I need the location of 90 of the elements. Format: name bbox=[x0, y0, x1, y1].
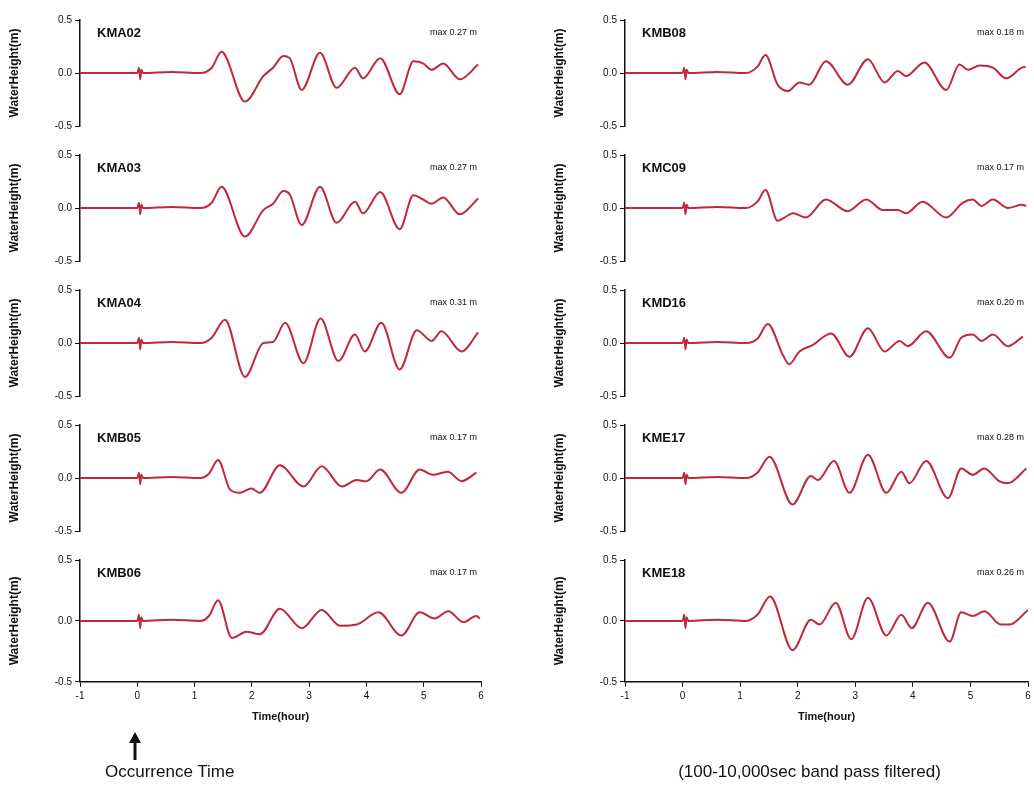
x-tick-label: 4 bbox=[910, 689, 917, 701]
chart-title: KMA02 bbox=[97, 24, 142, 40]
chart-title: KMD16 bbox=[642, 294, 687, 310]
line-series bbox=[80, 50, 480, 103]
text: Occurrence Time bbox=[105, 762, 235, 782]
chart-title: KME18 bbox=[642, 564, 686, 580]
line-series bbox=[625, 188, 1028, 222]
x-tick-label: 1 bbox=[737, 689, 744, 701]
line-series bbox=[80, 458, 478, 494]
y-tick-label: -0.5 bbox=[599, 254, 618, 266]
y-tick-label: -0.5 bbox=[599, 389, 618, 401]
y-tick-label: -0.5 bbox=[599, 675, 618, 687]
line-series bbox=[625, 53, 1027, 93]
y-axis-title: WaterHeight(m) bbox=[6, 433, 21, 523]
annotation: max 0.31 m bbox=[429, 297, 477, 308]
annotation: max 0.26 m bbox=[976, 567, 1024, 578]
y-tick-label: 0.5 bbox=[58, 283, 73, 295]
annotation: max 0.20 m bbox=[976, 297, 1024, 308]
x-axis-title: Time(hour) bbox=[797, 710, 856, 723]
x-tick-label: 5 bbox=[420, 689, 427, 701]
x-tick-label: 6 bbox=[1025, 689, 1032, 701]
chart-title: KME17 bbox=[642, 429, 686, 445]
line-series bbox=[80, 599, 481, 639]
y-tick-label: 0.5 bbox=[58, 148, 73, 160]
y-axis-title: WaterHeight(m) bbox=[551, 163, 566, 253]
chart-title: KMB08 bbox=[642, 24, 687, 40]
y-tick-label: 0.5 bbox=[603, 13, 618, 25]
y-axis-title: WaterHeight(m) bbox=[6, 298, 21, 388]
x-tick-label: 5 bbox=[967, 689, 974, 701]
y-tick-label: 0.5 bbox=[58, 553, 73, 565]
y-axis-title: WaterHeight(m) bbox=[6, 28, 21, 118]
y-tick-label: 0.5 bbox=[603, 418, 618, 430]
y-tick-label: 0.0 bbox=[58, 66, 73, 78]
y-tick-label: -0.5 bbox=[599, 119, 618, 131]
y-axis-title: WaterHeight(m) bbox=[6, 576, 21, 666]
y-axis-title: WaterHeight(m) bbox=[6, 163, 21, 253]
x-tick-label: 0 bbox=[679, 689, 686, 701]
y-tick-label: 0.0 bbox=[603, 471, 618, 483]
chart-title: KMA04 bbox=[97, 294, 142, 310]
annotation: max 0.18 m bbox=[976, 27, 1024, 38]
annotation: max 0.17 m bbox=[976, 162, 1024, 173]
line-series bbox=[625, 453, 1028, 506]
y-axis-title: WaterHeight(m) bbox=[551, 433, 566, 523]
annotation: max 0.27 m bbox=[429, 162, 477, 173]
x-tick-label: 3 bbox=[306, 689, 313, 701]
x-tick-label: 4 bbox=[363, 689, 370, 701]
y-tick-label: -0.5 bbox=[54, 254, 73, 266]
line-series bbox=[80, 317, 480, 378]
y-tick-label: 0.5 bbox=[603, 148, 618, 160]
y-tick-label: 0.5 bbox=[603, 553, 618, 565]
chart-title: KMA03 bbox=[97, 159, 142, 175]
y-tick-label: -0.5 bbox=[54, 524, 73, 536]
y-axis-title: WaterHeight(m) bbox=[551, 576, 566, 666]
y-tick-label: -0.5 bbox=[599, 524, 618, 536]
annotation: max 0.17 m bbox=[429, 567, 477, 578]
y-tick-label: 0.0 bbox=[603, 201, 618, 213]
y-tick-label: 0.0 bbox=[58, 471, 73, 483]
x-axis-title: Time(hour) bbox=[251, 710, 310, 723]
y-tick-label: 0.0 bbox=[603, 66, 618, 78]
y-tick-label: -0.5 bbox=[54, 389, 73, 401]
y-tick-label: 0.5 bbox=[603, 283, 618, 295]
x-tick-label: 0 bbox=[134, 689, 141, 701]
annotation: max 0.27 m bbox=[429, 27, 477, 38]
x-tick-label: 3 bbox=[852, 689, 859, 701]
y-axis-title: WaterHeight(m) bbox=[551, 28, 566, 118]
y-tick-label: 0.5 bbox=[58, 13, 73, 25]
line-series bbox=[625, 322, 1024, 366]
x-tick-label: 1 bbox=[191, 689, 198, 701]
annotation: max 0.28 m bbox=[976, 432, 1024, 443]
chart-title: KMC09 bbox=[642, 159, 687, 175]
y-tick-label: 0.0 bbox=[603, 336, 618, 348]
x-tick-label: 6 bbox=[478, 689, 485, 701]
text: (100-10,000sec band pass filtered) bbox=[677, 762, 942, 782]
y-tick-label: 0.0 bbox=[603, 614, 618, 626]
y-tick-label: -0.5 bbox=[54, 119, 73, 131]
x-tick-label: 2 bbox=[794, 689, 801, 701]
x-tick-label: -1 bbox=[75, 689, 85, 701]
chart-title: KMB05 bbox=[97, 429, 142, 445]
y-tick-label: 0.0 bbox=[58, 614, 73, 626]
y-tick-label: 0.0 bbox=[58, 336, 73, 348]
y-tick-label: 0.5 bbox=[58, 418, 73, 430]
y-tick-label: -0.5 bbox=[54, 675, 73, 687]
line-series bbox=[80, 185, 480, 238]
annotation: max 0.17 m bbox=[429, 432, 477, 443]
line-series bbox=[625, 595, 1028, 652]
y-axis-title: WaterHeight(m) bbox=[551, 298, 566, 388]
x-tick-label: 2 bbox=[249, 689, 256, 701]
chart-title: KMB06 bbox=[97, 564, 142, 580]
y-tick-label: 0.0 bbox=[58, 201, 73, 213]
x-tick-label: -1 bbox=[620, 689, 630, 701]
